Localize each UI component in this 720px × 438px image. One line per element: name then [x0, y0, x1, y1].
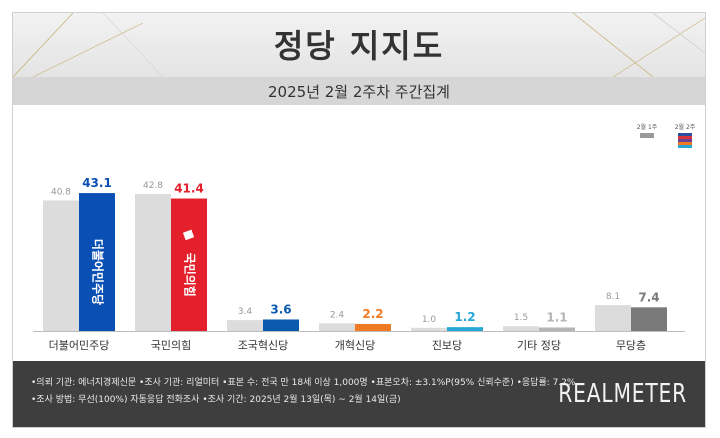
- data-label-current: 1.2: [454, 310, 475, 324]
- subtitle-band: 2025년 2월 2주차 주간집계: [13, 77, 705, 105]
- bar-prev: [319, 323, 355, 331]
- data-label-prev: 2.4: [330, 310, 345, 320]
- chart-frame: 정당 지지도 2025년 2월 2주차 주간집계 2월 1주 2월 2주 40.8 4…: [12, 12, 706, 428]
- category-label: 무당층: [616, 339, 646, 352]
- bar-current: [447, 327, 483, 331]
- legend-curr-swatch: [678, 136, 692, 139]
- data-label-prev: 40.8: [51, 187, 71, 197]
- category-label: 개혁신당: [335, 339, 375, 352]
- data-label-prev: 42.8: [143, 181, 163, 191]
- legend-curr-label: 2월 2주: [675, 123, 696, 131]
- data-label-current: 2.2: [362, 307, 383, 321]
- category-label: 기타 정당: [517, 339, 561, 352]
- bar-prev: [227, 320, 263, 331]
- title-decoration: [13, 13, 705, 77]
- legend-curr-swatch: [678, 133, 692, 136]
- chart-subtitle: 2025년 2월 2주차 주간집계: [268, 83, 450, 101]
- category-label: 더불어민주당: [49, 339, 110, 352]
- bar-prev: [503, 326, 539, 331]
- data-label-prev: 8.1: [606, 292, 620, 302]
- data-label-current: 3.6: [270, 302, 291, 316]
- footer: •의뢰 기관: 에너지경제신문 •조사 기관: 리얼미터 •표본 수: 전국 만…: [13, 361, 705, 427]
- bar-prev: [135, 194, 171, 331]
- brand-logo: REALMETER: [558, 379, 687, 409]
- bar-prev: [595, 305, 631, 331]
- legend-prev-swatch: [640, 133, 654, 138]
- legend-curr-swatch: [678, 139, 692, 142]
- legend-curr-swatch: [678, 145, 692, 148]
- party-logo-text: 국민의힘: [183, 253, 198, 297]
- party-logo-text: 더불어민주당: [91, 239, 106, 305]
- data-label-current: 7.4: [638, 290, 659, 304]
- title-band: 정당 지지도: [13, 13, 705, 77]
- bar-current: [171, 198, 207, 331]
- data-label-prev: 1.5: [514, 313, 528, 323]
- bar-prev: [411, 327, 447, 331]
- party-logo-mark: [182, 229, 195, 241]
- bar-current: [355, 323, 391, 331]
- data-label-current: 41.4: [174, 182, 204, 196]
- data-label-prev: 1.0: [422, 315, 437, 325]
- chart-title: 정당 지지도: [273, 27, 445, 65]
- data-label-current: 1.1: [546, 310, 567, 324]
- category-label: 조국혁신당: [238, 339, 289, 352]
- bar-prev: [43, 200, 79, 331]
- legend-prev-label: 2월 1주: [637, 123, 658, 131]
- survey-notes: •의뢰 기관: 에너지경제신문 •조사 기관: 리얼미터 •표본 수: 전국 만…: [31, 375, 575, 409]
- data-label-prev: 3.4: [238, 307, 253, 317]
- category-label: 국민의힘: [151, 339, 191, 352]
- bar-current: [631, 307, 667, 331]
- legend-curr-swatch: [678, 142, 692, 145]
- data-label-current: 43.1: [82, 176, 112, 190]
- notes-line-2: •조사 방법: 무선(100%) 자동응답 전화조사 •조사 기간: 2025년…: [31, 395, 401, 405]
- bar-current: [263, 319, 299, 331]
- bar-current: [539, 327, 575, 331]
- category-label: 진보당: [432, 339, 462, 352]
- notes-line-1: •의뢰 기관: 에너지경제신문 •조사 기관: 리얼미터 •표본 수: 전국 만…: [31, 378, 576, 388]
- bar-current: [79, 193, 115, 331]
